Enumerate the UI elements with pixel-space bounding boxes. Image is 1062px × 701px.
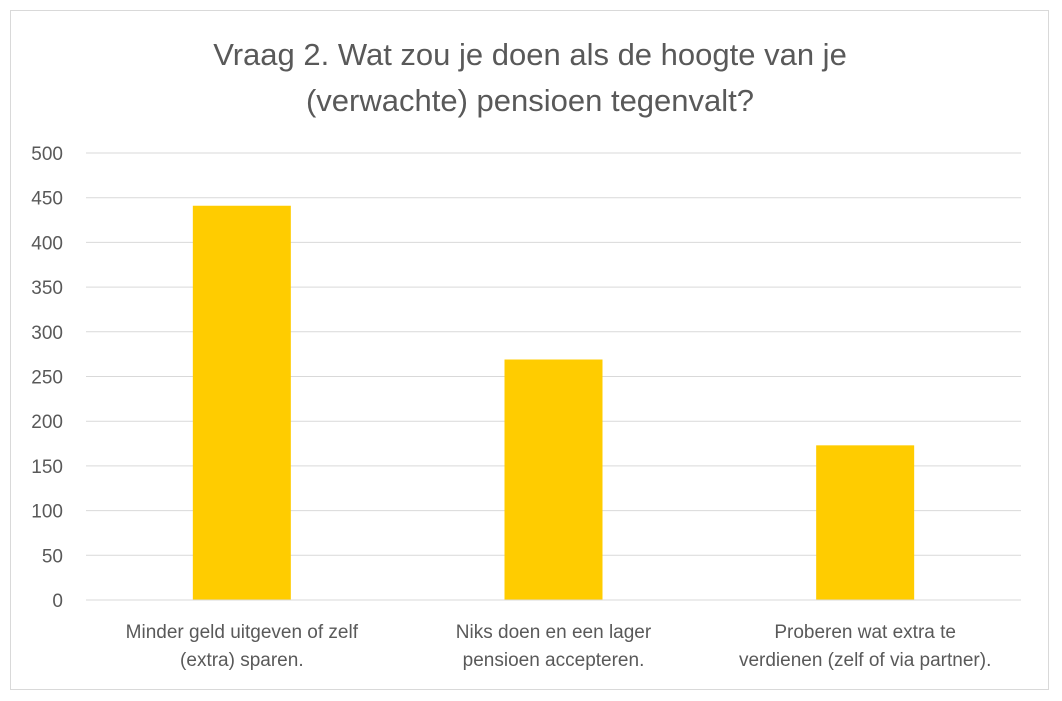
y-tick-label: 300 [31,323,63,344]
y-tick-label: 50 [42,546,63,567]
chart-title: Vraag 2. Wat zou je doen als de hoogte v… [213,37,847,118]
y-tick-label: 450 [31,189,63,210]
y-tick-label: 0 [52,591,63,612]
y-axis-ticks: 0 50 100 150 200 250 300 350 400 450 500 [31,144,63,612]
y-tick-label: 250 [31,368,63,389]
y-tick-label: 500 [31,144,63,165]
chart-title-line: Vraag 2. Wat zou je doen als de hoogte v… [213,37,847,72]
chart-title-line: (verwachte) pensioen tegenvalt? [306,83,754,118]
bars [192,205,915,600]
y-tick-label: 400 [31,233,63,254]
bar [192,205,291,600]
x-axis-categories: Minder geld uitgeven of zelf (extra) spar… [126,622,992,671]
y-tick-label: 150 [31,457,63,478]
bar [504,359,603,600]
y-tick-label: 100 [31,502,63,523]
category-label: Minder geld uitgeven of zelf [126,622,359,643]
category-label: pensioen accepteren. [463,650,645,671]
category-label: Proberen wat extra te [774,622,956,643]
category-label: verdienen (zelf of via partner). [739,650,991,671]
category-label: Niks doen en een lager [456,622,652,643]
y-tick-label: 350 [31,278,63,299]
y-tick-label: 200 [31,412,63,433]
category-label: (extra) sparen. [180,650,304,671]
bar [816,445,915,600]
